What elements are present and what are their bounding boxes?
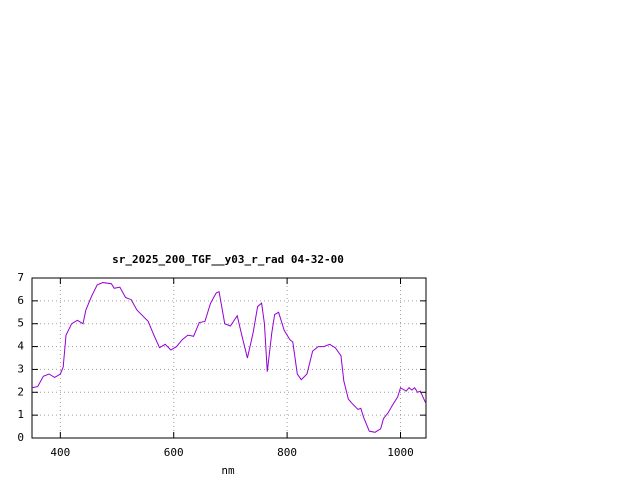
y-tick-label: 6 (17, 294, 24, 307)
y-tick-label: 4 (17, 340, 24, 353)
x-tick-label: 1000 (387, 446, 414, 459)
plot-border (31, 277, 427, 439)
y-tick-label: 1 (17, 408, 24, 421)
x-axis-label: nm (221, 464, 235, 477)
y-tick-label: 3 (17, 362, 24, 375)
y-tick-label: 5 (17, 317, 24, 330)
chart-title: sr_2025_200_TGF__y03_r_rad 04-32-00 (112, 253, 344, 266)
y-tick-label: 2 (17, 385, 24, 398)
x-tick-label: 800 (277, 446, 297, 459)
y-tick-label: 7 (17, 271, 24, 284)
y-tick-label: 0 (17, 431, 24, 444)
data-line (31, 282, 427, 433)
x-tick-label: 400 (50, 446, 70, 459)
x-tick-label: 600 (164, 446, 184, 459)
